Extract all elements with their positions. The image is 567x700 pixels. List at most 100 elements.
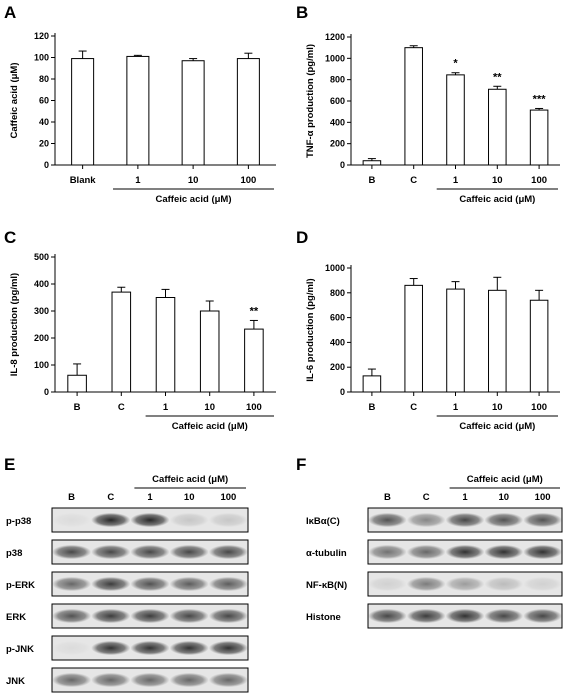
blot-header-label: Caffeic acid (μM) — [152, 474, 228, 485]
bar — [67, 374, 87, 393]
blot-row-label: JNK — [6, 676, 25, 687]
blot-row: α-tubulin — [306, 539, 563, 565]
blot-band — [91, 608, 131, 624]
blot-band — [523, 576, 562, 592]
blot-band — [523, 544, 562, 560]
blot-band — [208, 608, 248, 624]
x-tick-label: 10 — [492, 175, 503, 186]
blot-band — [52, 512, 92, 528]
y-axis-label: IL-6 production (pg/ml) — [305, 278, 316, 381]
y-tick-label: 800 — [330, 288, 345, 298]
blot-lane-label: 100 — [535, 492, 551, 503]
blot-band — [130, 512, 170, 528]
blot-band — [445, 512, 485, 528]
blot-row: p-p38 — [6, 507, 249, 533]
y-tick-label: 100 — [34, 360, 49, 370]
x-tick-label: 100 — [531, 175, 547, 186]
blot-row: p38 — [6, 539, 249, 565]
bar — [362, 160, 382, 166]
blot-row-label: p-JNK — [6, 644, 34, 655]
y-tick-label: 400 — [330, 337, 345, 347]
blot-band — [169, 640, 209, 656]
blot-row-label: Histone — [306, 612, 341, 623]
group-label: Caffeic acid (μM) — [459, 421, 535, 432]
bar — [199, 310, 220, 393]
y-tick-label: 200 — [34, 333, 49, 343]
y-tick-label: 120 — [34, 31, 49, 41]
bar — [488, 289, 507, 393]
blot-header-label: Caffeic acid (μM) — [467, 474, 543, 485]
significance-label: *** — [533, 93, 547, 105]
blot-band — [406, 512, 446, 528]
bar — [404, 47, 423, 166]
significance-label: ** — [250, 305, 259, 317]
y-tick-label: 0 — [44, 387, 49, 397]
x-tick-label: C — [118, 402, 125, 413]
bar — [529, 109, 549, 166]
blot-row: JNK — [6, 667, 249, 693]
blot-band — [130, 608, 170, 624]
x-tick-label: 1 — [163, 402, 169, 413]
blot-band — [91, 672, 131, 688]
blot-row: NF-κB(N) — [306, 571, 563, 597]
x-tick-label: C — [410, 175, 417, 186]
x-tick-label: Blank — [70, 175, 97, 186]
western-blots: Caffeic acid (μM) B C 1 10 100 p-p38 p38 p-ERK ER… — [6, 474, 563, 693]
blot-lane-label: C — [107, 492, 114, 503]
bar — [404, 284, 423, 393]
x-tick-label: B — [74, 402, 81, 413]
blot-band — [91, 576, 131, 592]
y-tick-label: 300 — [34, 306, 49, 316]
blot-band — [484, 544, 524, 560]
blot-band — [130, 576, 170, 592]
y-tick-label: 400 — [34, 279, 49, 289]
bar — [71, 58, 95, 166]
blot-band — [130, 640, 170, 656]
y-axis-label: Caffeic acid (μM) — [9, 62, 20, 138]
blot-row-label: p-ERK — [6, 580, 35, 591]
blot-lane-label: 1 — [462, 492, 468, 503]
y-tick-label: 1200 — [325, 32, 345, 42]
blot-band — [368, 608, 407, 624]
bar — [236, 58, 260, 166]
blot-band — [130, 672, 170, 688]
bar — [181, 60, 205, 166]
blot-band — [368, 576, 407, 592]
blot-lane-label: 100 — [220, 492, 236, 503]
blot-band — [91, 640, 131, 656]
bar — [126, 55, 150, 166]
blot-lane-label: B — [384, 492, 391, 503]
y-tick-label: 800 — [330, 75, 345, 85]
y-tick-label: 500 — [34, 252, 49, 262]
blot-band — [169, 544, 209, 560]
y-tick-label: 1000 — [325, 263, 345, 273]
chart-c: 0 100 200 300 400 500 IL-8 production (pg/ml) B… — [9, 252, 276, 432]
blot-row: IκBα(C) — [306, 507, 563, 533]
panel-letter-d: D — [296, 228, 308, 247]
x-tick-label: 10 — [492, 402, 503, 413]
bar — [155, 297, 176, 393]
blot-band — [445, 576, 485, 592]
blot-band — [208, 672, 248, 688]
blot-band — [484, 608, 524, 624]
group-label: Caffeic acid (μM) — [459, 194, 535, 205]
y-axis-label: TNF-α production (pg/ml) — [305, 44, 316, 158]
significance-label: * — [453, 58, 458, 70]
y-tick-label: 200 — [330, 362, 345, 372]
blot-band — [130, 544, 170, 560]
blot-band — [52, 576, 92, 592]
blot-band — [208, 544, 248, 560]
blot-row-label: ERK — [6, 612, 26, 623]
panel-letter-c: C — [4, 228, 16, 247]
blot-band — [208, 576, 248, 592]
blot-row: p-ERK — [6, 571, 249, 597]
blot-band — [91, 544, 131, 560]
blot-lane-label: C — [423, 492, 430, 503]
bar — [446, 74, 465, 166]
y-tick-label: 40 — [39, 117, 49, 127]
blot-band — [484, 512, 524, 528]
blot-band — [523, 608, 562, 624]
bar — [111, 291, 132, 393]
